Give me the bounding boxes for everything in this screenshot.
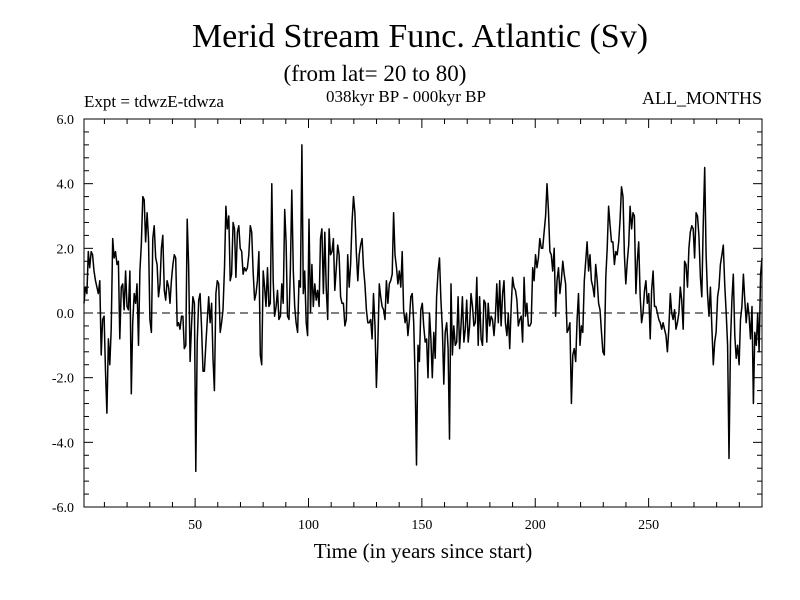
x-tick-label: 100 (298, 518, 319, 533)
y-tick-label: 6.0 (57, 113, 75, 128)
y-tick-label: 4.0 (57, 178, 75, 193)
x-tick-label: 50 (188, 518, 202, 533)
period-label: 038kyr BP - 000kyr BP (326, 87, 486, 106)
axis-ticks (84, 118, 762, 508)
x-tick-label: 150 (411, 518, 432, 533)
axis-tick-labels: 50 100 150 200 250 -6.0 -4.0 -2.0 0.0 2.0 4.0 6.0 (52, 113, 659, 533)
series-line (83, 144, 763, 473)
y-tick-label: -6.0 (52, 501, 74, 516)
y-tick-label: 0.0 (57, 307, 75, 322)
x-tick-label: 250 (638, 518, 659, 533)
chart-title: Merid Stream Func. Atlantic (Sv) (191, 18, 649, 55)
months-label: ALL_MONTHS (642, 88, 762, 108)
y-tick-label: -2.0 (52, 372, 74, 387)
chart-subtitle: (from lat= 20 to 80) (283, 61, 467, 86)
experiment-label: Expt = tdwzE-tdwza (84, 92, 224, 111)
x-tick-label: 200 (525, 518, 546, 533)
y-tick-label: 2.0 (57, 242, 75, 257)
x-axis-label: Time (in years since start) (313, 539, 533, 563)
y-tick-label: -4.0 (52, 436, 74, 451)
